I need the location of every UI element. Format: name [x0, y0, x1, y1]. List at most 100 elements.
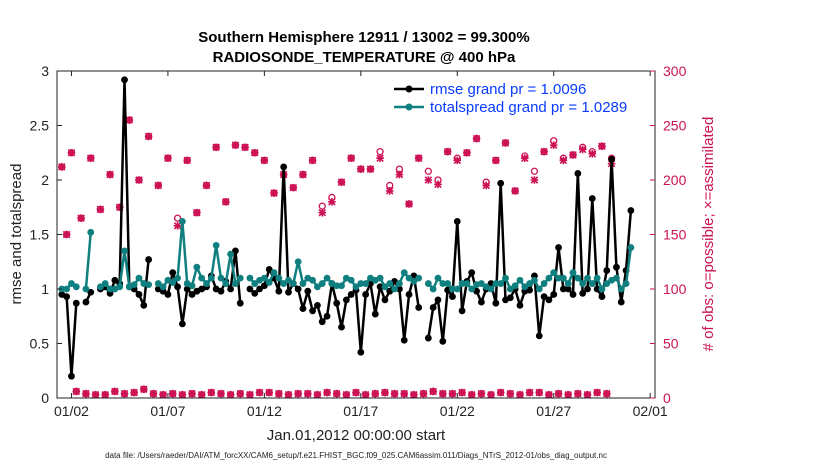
rmse-point	[449, 293, 456, 301]
totalspread-point	[193, 263, 201, 271]
totalspread-point	[260, 274, 268, 282]
rmse-point	[608, 155, 615, 163]
rmse-point	[593, 285, 601, 293]
obs-assimilated-point	[217, 389, 225, 398]
rmse-point	[135, 291, 143, 298]
obs-assimilated-point	[183, 156, 192, 165]
totalspread-point	[289, 280, 297, 287]
obs-assimilated-point	[82, 389, 90, 398]
totalspread-point	[68, 280, 75, 287]
totalspread-point	[227, 250, 235, 258]
totalspread-point	[116, 283, 124, 291]
totalspread-point	[453, 285, 461, 293]
totalspread-point	[463, 280, 471, 287]
chart-title-line2: RADIOSONDE_TEMPERATURE @ 400 hPa	[213, 49, 516, 66]
rmse-point	[584, 285, 591, 293]
obs-assimilated-point	[207, 388, 216, 397]
obs-assimilated-point	[424, 176, 433, 184]
y-axis-left: 0 0.5 1 1.5 2 2.5 3	[30, 63, 62, 406]
rmse-point	[63, 293, 71, 301]
obs-assimilated-point	[520, 154, 529, 162]
obs-assimilated-point	[62, 230, 71, 239]
totalspread-point	[251, 280, 259, 287]
obs-assimilated-point	[318, 208, 327, 217]
rmse-point	[550, 291, 558, 298]
totalspread-point	[101, 280, 109, 287]
obs-assimilated-point	[294, 389, 302, 398]
y-tick-label-right: 0	[663, 390, 671, 406]
rmse-point	[555, 244, 562, 251]
totalspread-point	[63, 285, 71, 293]
obs-assimilated-point	[371, 389, 380, 398]
totalspread-point	[236, 274, 244, 282]
obs-assimilated-point	[77, 214, 85, 222]
obs-assimilated-point	[549, 141, 558, 149]
obs-assimilated-point	[564, 390, 572, 399]
totalspread-point	[405, 274, 413, 282]
totalspread-point	[357, 280, 365, 287]
totalspread-point	[270, 269, 278, 277]
obs-assimilated-point	[332, 389, 341, 398]
y-tick-label-left: 3	[41, 63, 49, 79]
totalspread-point	[521, 283, 529, 291]
plot-frame	[56, 70, 656, 399]
plot-area	[58, 76, 635, 399]
rmse-point	[371, 310, 379, 318]
rmse-point	[627, 207, 635, 214]
rmse-point	[598, 293, 606, 301]
totalspread-point	[347, 276, 355, 284]
obs-assimilated-point	[554, 389, 563, 398]
totalspread-point	[154, 280, 162, 287]
rmse-point	[439, 337, 447, 345]
rmse-point	[72, 299, 80, 307]
rmse-point	[285, 288, 292, 296]
obs-assimilated-point	[299, 170, 307, 179]
rmse-point	[265, 265, 273, 273]
obs-assimilated-point	[284, 390, 293, 399]
obs-assimilated-point	[506, 389, 515, 398]
obs-possible-point	[173, 214, 182, 222]
obs-assimilated-point	[381, 388, 389, 397]
obs-assimilated-point	[477, 389, 486, 398]
rmse-point	[458, 307, 466, 315]
totalspread-point	[584, 274, 591, 282]
obs-assimilated-point	[270, 189, 278, 197]
rmse-point	[559, 285, 567, 293]
rmse-point	[516, 301, 524, 309]
obs-assimilated-point	[414, 154, 423, 162]
totalspread-point	[391, 285, 398, 293]
rmse-line	[427, 158, 633, 343]
rmse-point	[477, 298, 485, 306]
rmse-point	[140, 301, 148, 309]
obs-assimilated-point	[439, 389, 447, 398]
obs-assimilated-point	[602, 389, 611, 398]
totalspread-point	[622, 280, 630, 287]
rmse-point	[145, 256, 153, 263]
totalspread-point	[477, 280, 485, 287]
x-tick-label: 01/27	[536, 403, 571, 419]
obs-assimilated-point	[496, 388, 505, 397]
totalspread-point	[145, 281, 153, 289]
obs-assimilated-point	[467, 390, 476, 399]
totalspread-point	[555, 274, 562, 282]
obs-assimilated-point	[86, 154, 95, 162]
obs-assimilated-point	[159, 390, 167, 399]
obs-assimilated-point	[357, 165, 365, 173]
rmse-point	[468, 269, 476, 277]
totalspread-point	[458, 280, 466, 287]
legend-swatch-spread-marker	[405, 103, 413, 111]
y-tick-label-right: 150	[663, 227, 687, 243]
totalspread-point	[593, 274, 601, 282]
obs-assimilated-point	[67, 148, 76, 157]
rmse-point	[424, 334, 432, 342]
obs-assimilated-point	[390, 389, 399, 398]
obs-assimilated-point	[125, 116, 134, 124]
obs-assimilated-point	[246, 390, 254, 399]
totalspread-point	[232, 280, 239, 287]
obs-assimilated-point	[221, 198, 230, 206]
y-axis-right: 0 50 100 150 200 250 300	[650, 63, 687, 406]
rmse-point	[174, 283, 181, 291]
obs-assimilated-point	[463, 148, 471, 157]
totalspread-point	[386, 280, 394, 287]
